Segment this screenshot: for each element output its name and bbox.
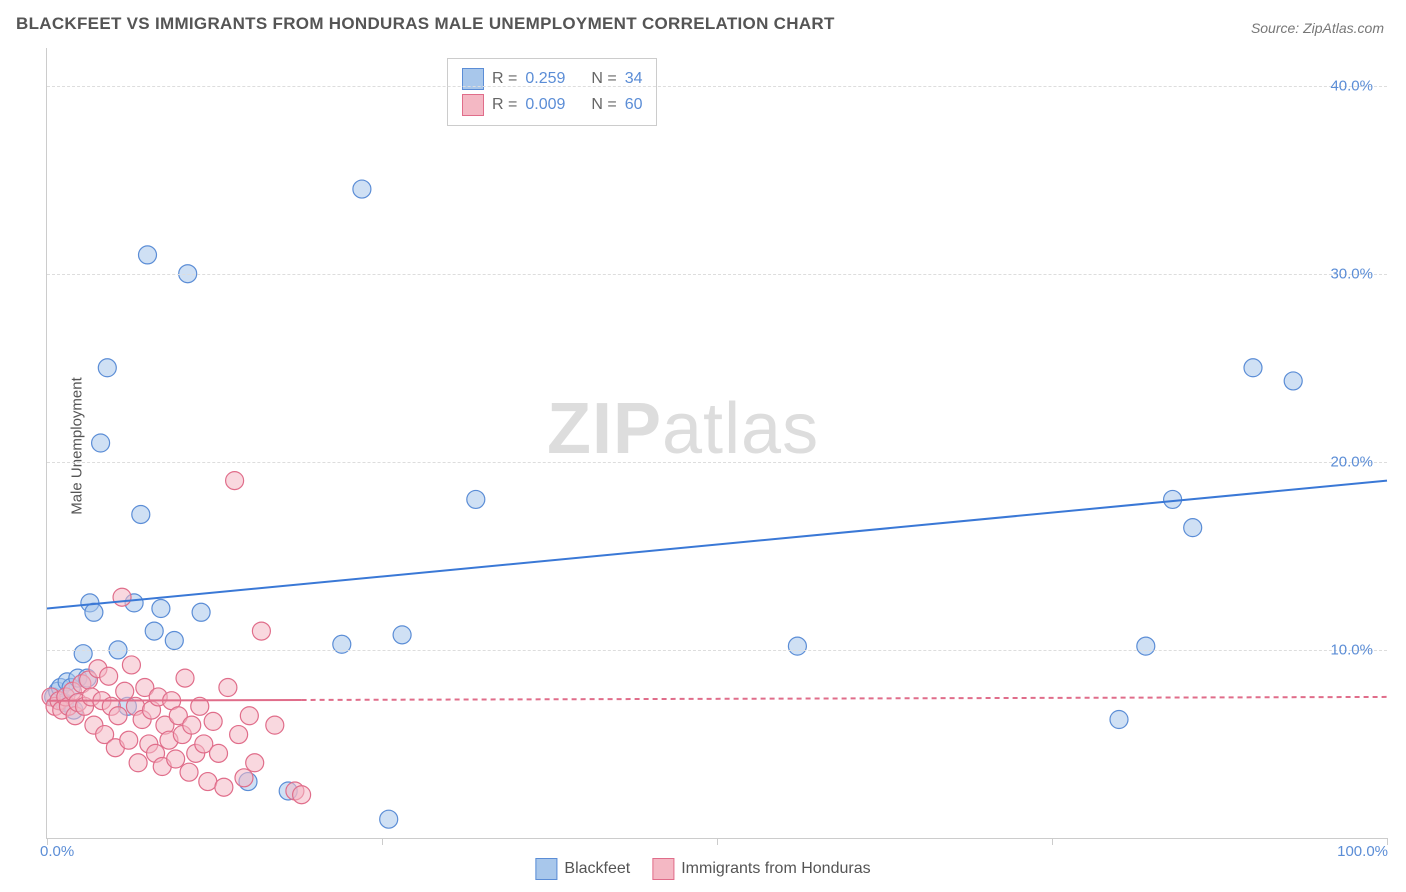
data-point: [1284, 372, 1302, 390]
bottom-legend: Blackfeet Immigrants from Honduras: [535, 858, 870, 880]
data-point: [74, 645, 92, 663]
data-point: [120, 731, 138, 749]
plot-svg: [47, 48, 1387, 838]
data-point: [230, 726, 248, 744]
regression-line: [47, 481, 1387, 609]
data-point: [85, 603, 103, 621]
legend-label: Blackfeet: [564, 860, 630, 878]
data-point: [226, 472, 244, 490]
legend-swatch: [535, 858, 557, 880]
data-point: [1137, 637, 1155, 655]
x-tick: [382, 838, 383, 845]
data-point: [122, 656, 140, 674]
gridline: [47, 86, 1387, 87]
data-point: [113, 588, 131, 606]
data-point: [199, 773, 217, 791]
legend-swatch: [652, 858, 674, 880]
data-point: [180, 763, 198, 781]
data-point: [152, 600, 170, 618]
data-point: [204, 712, 222, 730]
x-tick-min: 0.0%: [40, 843, 74, 860]
x-tick: [717, 838, 718, 845]
data-point: [235, 769, 253, 787]
data-point: [380, 810, 398, 828]
gridline: [47, 650, 1387, 651]
data-point: [210, 744, 228, 762]
legend-item: Immigrants from Honduras: [652, 858, 870, 880]
legend-swatch: [462, 68, 484, 90]
y-tick-label: 10.0%: [1330, 641, 1373, 658]
data-point: [266, 716, 284, 734]
data-point: [98, 359, 116, 377]
data-point: [139, 246, 157, 264]
data-point: [219, 679, 237, 697]
chart-area: ZIPatlas R =0.259N =34R =0.009N =60 10.0…: [46, 48, 1387, 839]
y-tick-label: 30.0%: [1330, 265, 1373, 282]
data-point: [1244, 359, 1262, 377]
stats-row: R =0.259N =34: [462, 66, 642, 92]
data-point: [1110, 711, 1128, 729]
data-point: [252, 622, 270, 640]
data-point: [192, 603, 210, 621]
source-label: Source: ZipAtlas.com: [1251, 20, 1384, 36]
gridline: [47, 274, 1387, 275]
stats-box: R =0.259N =34 R = 0.009 N = 60: [447, 58, 657, 126]
r-label: R =: [492, 96, 517, 114]
data-point: [1164, 490, 1182, 508]
legend-swatch: [462, 94, 484, 116]
data-point: [240, 707, 258, 725]
data-point: [109, 707, 127, 725]
data-point: [132, 505, 150, 523]
data-point: [215, 778, 233, 796]
data-point: [246, 754, 264, 772]
data-point: [788, 637, 806, 655]
data-point: [393, 626, 411, 644]
data-point: [165, 632, 183, 650]
r-value: 0.009: [525, 96, 583, 114]
legend-label: Immigrants from Honduras: [681, 860, 870, 878]
n-label: N =: [591, 96, 616, 114]
stats-row: R = 0.009 N = 60: [462, 92, 642, 118]
regression-line: [302, 697, 1387, 700]
data-point: [167, 750, 185, 768]
data-point: [129, 754, 147, 772]
data-point: [145, 622, 163, 640]
regression-line: [47, 700, 302, 701]
y-tick-label: 40.0%: [1330, 77, 1373, 94]
data-point: [1184, 519, 1202, 537]
gridline: [47, 462, 1387, 463]
data-point: [92, 434, 110, 452]
data-point: [353, 180, 371, 198]
x-tick: [1052, 838, 1053, 845]
data-point: [176, 669, 194, 687]
n-value: 60: [625, 96, 643, 114]
chart-title: BLACKFEET VS IMMIGRANTS FROM HONDURAS MA…: [16, 14, 835, 34]
data-point: [116, 682, 134, 700]
data-point: [467, 490, 485, 508]
x-tick-max: 100.0%: [1337, 843, 1388, 860]
data-point: [293, 786, 311, 804]
data-point: [183, 716, 201, 734]
data-point: [100, 667, 118, 685]
legend-item: Blackfeet: [535, 858, 630, 880]
y-tick-label: 20.0%: [1330, 453, 1373, 470]
